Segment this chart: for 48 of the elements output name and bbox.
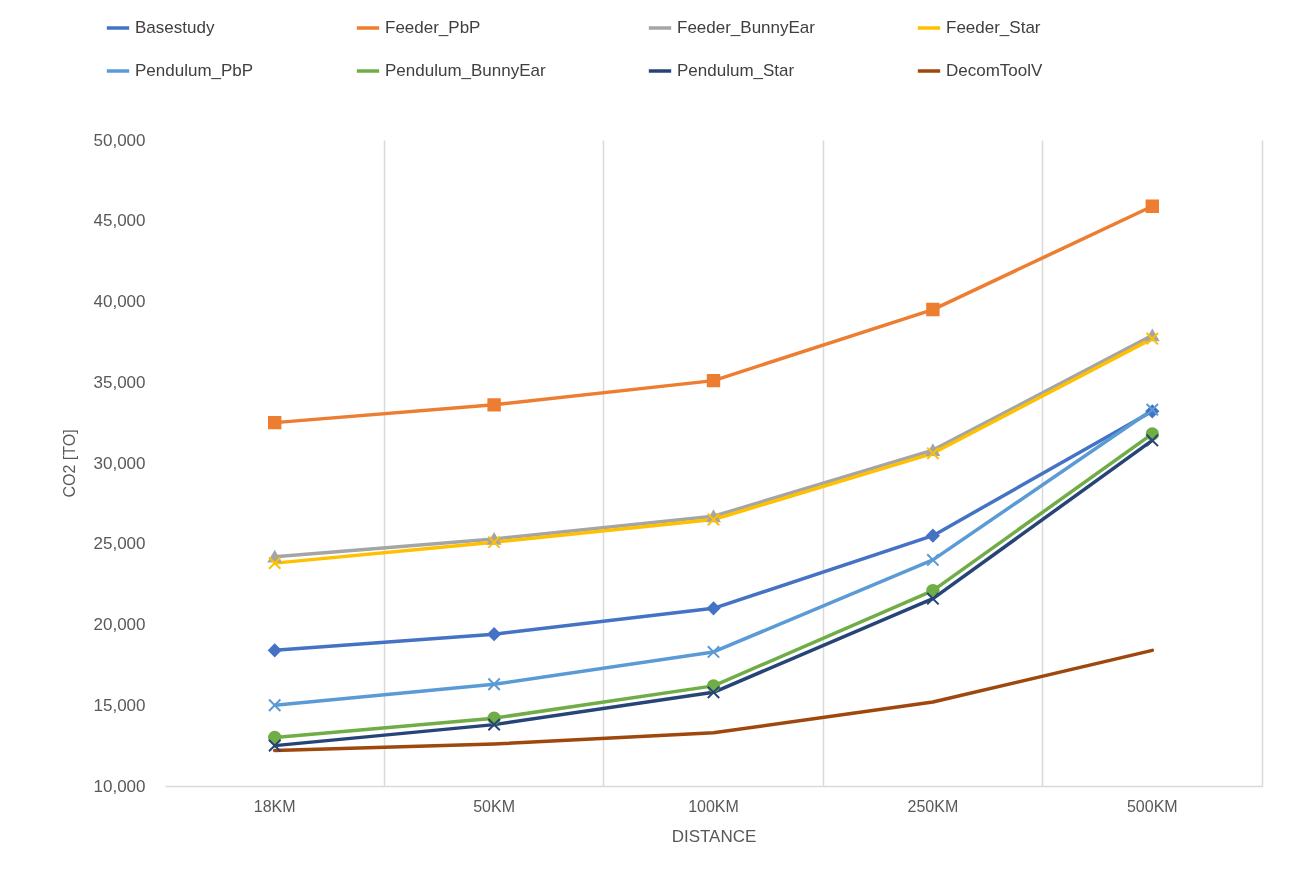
- point: [926, 302, 940, 317]
- point: [487, 677, 501, 691]
- point: [487, 535, 501, 549]
- legend-label: Pendulum_Star: [677, 61, 795, 80]
- y-tick-label: 35,000: [93, 372, 146, 392]
- point: [706, 512, 721, 527]
- x-tick-label: 50KM: [473, 797, 515, 815]
- legend-label: Feeder_PbP: [385, 18, 481, 37]
- point: [268, 415, 282, 430]
- legend-label: Basestudy: [135, 18, 215, 37]
- point: [268, 643, 282, 658]
- y-tick-label: 50,000: [93, 130, 146, 150]
- point: [706, 601, 721, 616]
- point: [1145, 199, 1159, 213]
- y-tick-label: 20,000: [93, 615, 146, 634]
- y-tick-label: 15,000: [93, 695, 146, 715]
- legend-label: Feeder_Star: [946, 18, 1041, 37]
- point: [487, 398, 501, 412]
- line-series: [272, 648, 1155, 753]
- x-tick-label: 100KM: [688, 797, 739, 815]
- point: [487, 627, 501, 641]
- point: [926, 446, 940, 461]
- legend-label: Pendulum_BunnyEar: [385, 61, 546, 80]
- y-tick-label: 45,000: [93, 211, 146, 231]
- y-tick-label: 30,000: [93, 453, 146, 473]
- x-axis-title: DISTANCE: [671, 826, 757, 846]
- legend-label: Pendulum_PbP: [135, 61, 254, 80]
- point: [926, 553, 940, 567]
- legend-label: DecomToolV: [946, 61, 1044, 80]
- point: [1145, 331, 1159, 346]
- x-tick-label: 500KM: [1126, 797, 1178, 815]
- y-axis-title: CO2 [TO]: [60, 429, 78, 498]
- point: [268, 556, 282, 570]
- y-tick-label: 10,000: [93, 776, 146, 796]
- point: [926, 528, 940, 543]
- point: [706, 645, 721, 659]
- y-tick-label: 40,000: [93, 292, 146, 311]
- point: [1145, 433, 1159, 448]
- point: [268, 698, 282, 712]
- point: [268, 738, 282, 753]
- x-tick-label: 18KM: [253, 797, 296, 815]
- x-tick-label: 250KM: [907, 797, 959, 815]
- y-tick-label: 25,000: [93, 534, 146, 554]
- legend-label: Feeder_BunnyEar: [677, 18, 816, 37]
- point: [706, 373, 721, 388]
- point: [706, 685, 721, 700]
- point: [487, 717, 501, 732]
- point: [926, 591, 940, 606]
